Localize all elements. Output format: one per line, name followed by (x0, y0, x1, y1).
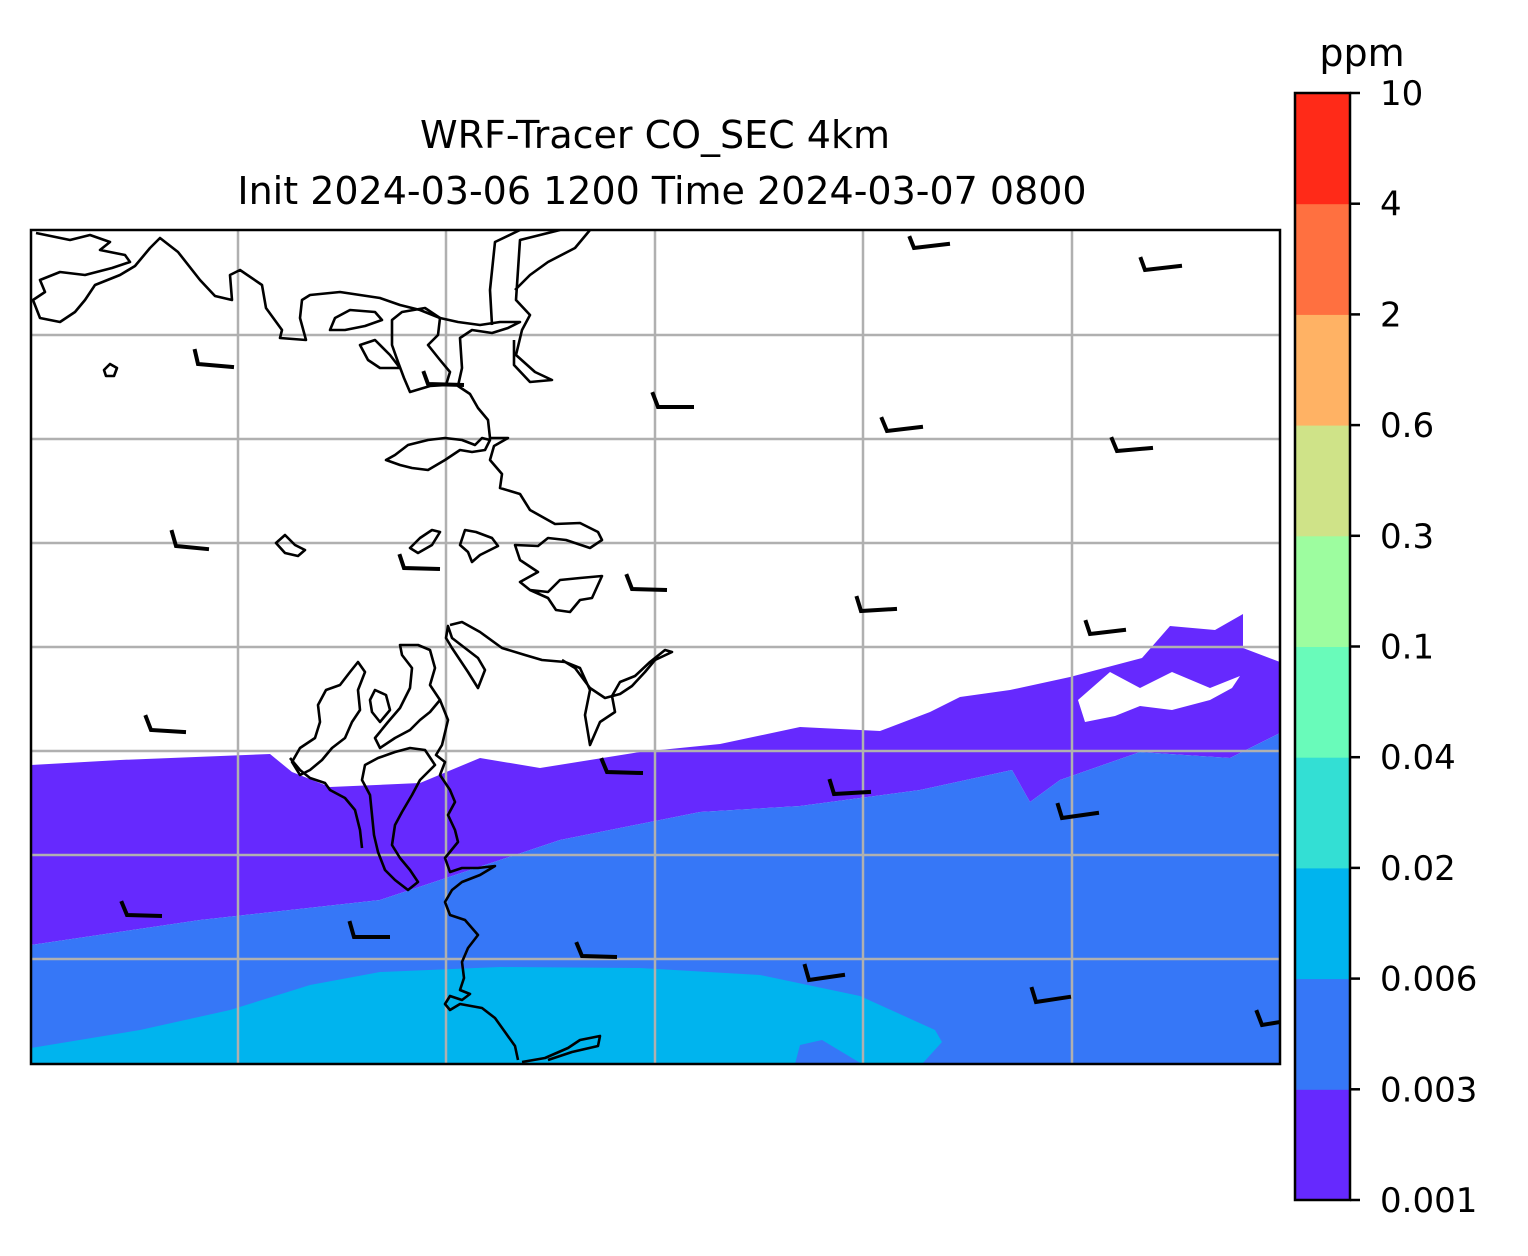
colorbar-tick-label: 0.04 (1380, 738, 1456, 778)
wind-barb-icon (802, 963, 846, 983)
wind-barb-icon (1138, 256, 1183, 273)
wind-barb-icon (347, 920, 390, 939)
colorbar-tick-label: 0.3 (1380, 517, 1434, 557)
colorbar-tick-label: 0.6 (1380, 406, 1434, 446)
wind-barb-icon (879, 416, 924, 434)
colorbar-swatches (1295, 93, 1350, 1201)
wind-barb-icon (599, 757, 644, 776)
colorbar-tick-label: 0.006 (1380, 960, 1477, 1000)
wind-barb-icon (854, 595, 898, 614)
wind-barb-icon (1055, 802, 1100, 821)
colorbar-unit-label: ppm (1319, 31, 1404, 75)
wind-barb-icon (192, 348, 235, 370)
colorbar-swatch (1295, 535, 1350, 647)
wind-barb-icon (574, 941, 618, 960)
colorbar-tick-label: 4 (1380, 185, 1402, 225)
wind-barb-icon (1109, 436, 1154, 454)
map-panel (31, 230, 1280, 1064)
map-title-line2: Init 2024-03-06 1200 Time 2024-03-07 080… (237, 169, 1086, 213)
colorbar-swatch (1295, 203, 1350, 315)
colorbar-tick-label: 2 (1380, 295, 1402, 335)
wind-barb-icon (907, 235, 951, 251)
wind-barb-icon (1254, 1009, 1280, 1028)
coastline (31, 230, 674, 1064)
colorbar-swatch (1295, 1089, 1350, 1201)
wind-barb-icon (143, 714, 187, 735)
colorbar-swatch (1295, 757, 1350, 869)
wind-barb-icon (119, 235, 1280, 1028)
colorbar-swatch (1295, 867, 1350, 980)
colorbar-tick-label: 0.1 (1380, 628, 1434, 668)
colorbar: ppm 0.001 0.003 0.006 0.02 0.04 0.1 0.3 0.6 2 4 10 (1293, 31, 1477, 1221)
colorbar-swatch (1295, 93, 1350, 205)
wind-barb-icon (827, 778, 872, 797)
gridlines (31, 230, 1280, 1064)
wind-barb-icon (650, 391, 694, 409)
colorbar-swatch (1295, 425, 1350, 537)
colorbar-tick-label: 10 (1380, 74, 1423, 114)
colorbar-swatch (1295, 314, 1350, 426)
wind-barb-icon (1083, 619, 1127, 637)
colorbar-tick-label: 0.02 (1380, 849, 1456, 889)
wind-barb-icon (421, 370, 465, 388)
wind-barb-icon (397, 553, 441, 572)
colorbar-swatch (1295, 646, 1350, 758)
wind-barb-icon (119, 900, 163, 919)
concentration-band-0.006 (31, 967, 942, 1064)
colorbar-tick-label: 0.001 (1380, 1181, 1477, 1221)
colorbar-swatch (1295, 978, 1350, 1090)
map-frame (29, 228, 1282, 1066)
colorbar-ticks: 0.001 0.003 0.006 0.02 0.04 0.1 0.3 0.6 2 4 10 (1350, 74, 1477, 1221)
map-title-line1: WRF-Tracer CO_SEC 4km (420, 113, 890, 157)
concentration-gap (1078, 672, 1240, 722)
colorbar-tick-label: 0.003 (1380, 1070, 1477, 1110)
wind-barb-icon (169, 529, 210, 552)
wind-barb-icon (1029, 986, 1072, 1005)
wind-barb-icon (624, 573, 668, 593)
